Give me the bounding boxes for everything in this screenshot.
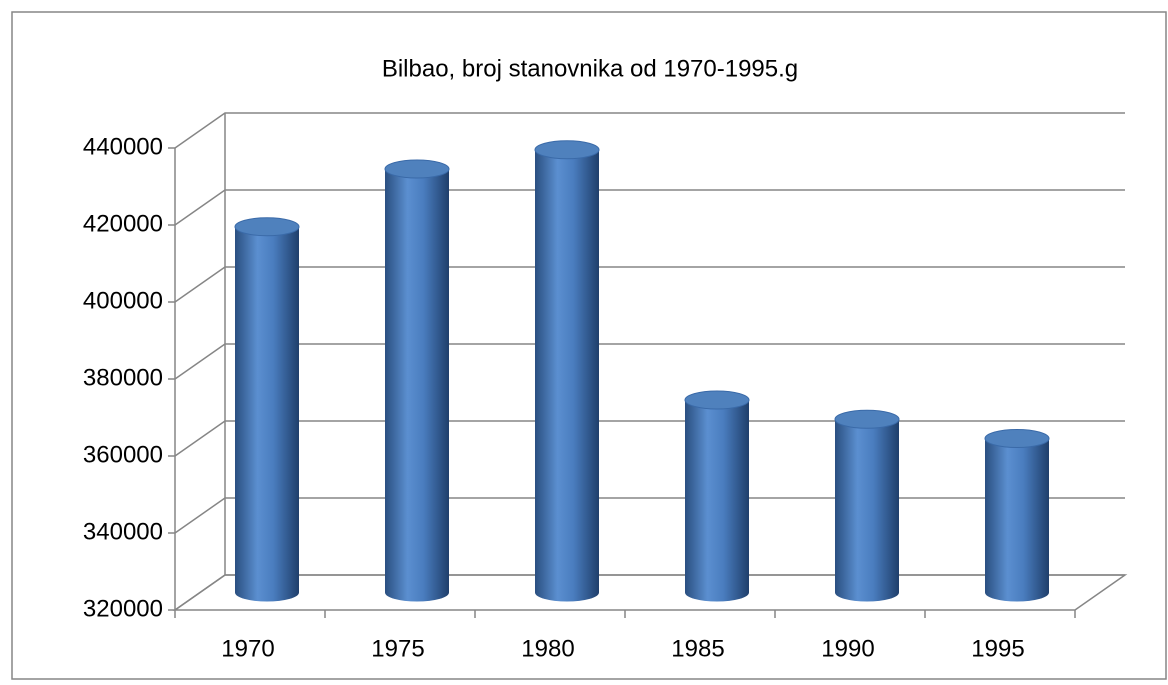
y-tick-label: 380000 [83, 364, 163, 391]
bar [234, 217, 300, 602]
bar-cap [234, 217, 300, 237]
bar [684, 390, 750, 602]
y-tick-label: 340000 [83, 518, 163, 545]
grid-line [174, 343, 1125, 380]
bar-cap [534, 140, 600, 160]
bar [984, 429, 1050, 602]
y-tick-label: 400000 [83, 287, 163, 314]
x-tick-label: 1995 [971, 635, 1024, 662]
x-tick-label: 1970 [221, 635, 274, 662]
x-tick-label: 1985 [671, 635, 724, 662]
x-tick-label: 1980 [521, 635, 574, 662]
x-tick-label: 1990 [821, 635, 874, 662]
y-tick-label: 420000 [83, 210, 163, 237]
chart-title: Bilbao, broj stanovnika od 1970-1995.g [382, 55, 798, 82]
bar [384, 159, 450, 602]
bar-body [385, 169, 449, 602]
grid-line [174, 112, 1125, 149]
y-tick-label: 440000 [83, 133, 163, 160]
bar [834, 409, 900, 602]
bar-body [985, 438, 1049, 602]
grid-line [174, 574, 1125, 611]
bar-body [535, 149, 599, 602]
bar-cap [384, 159, 450, 179]
bar-body [835, 419, 899, 602]
bar-cap [834, 409, 900, 429]
bar-body [235, 226, 299, 602]
grid-line [174, 420, 1125, 457]
y-tick-label: 360000 [83, 441, 163, 468]
bar-body [685, 400, 749, 602]
x-tick-label: 1975 [371, 635, 424, 662]
grid-line [174, 189, 1125, 226]
bar-cap [984, 429, 1050, 448]
bar-cap [684, 390, 750, 410]
grid-line [174, 497, 1125, 534]
y-tick-label: 320000 [83, 595, 163, 622]
bar [534, 140, 600, 602]
grid-line [174, 266, 1125, 303]
